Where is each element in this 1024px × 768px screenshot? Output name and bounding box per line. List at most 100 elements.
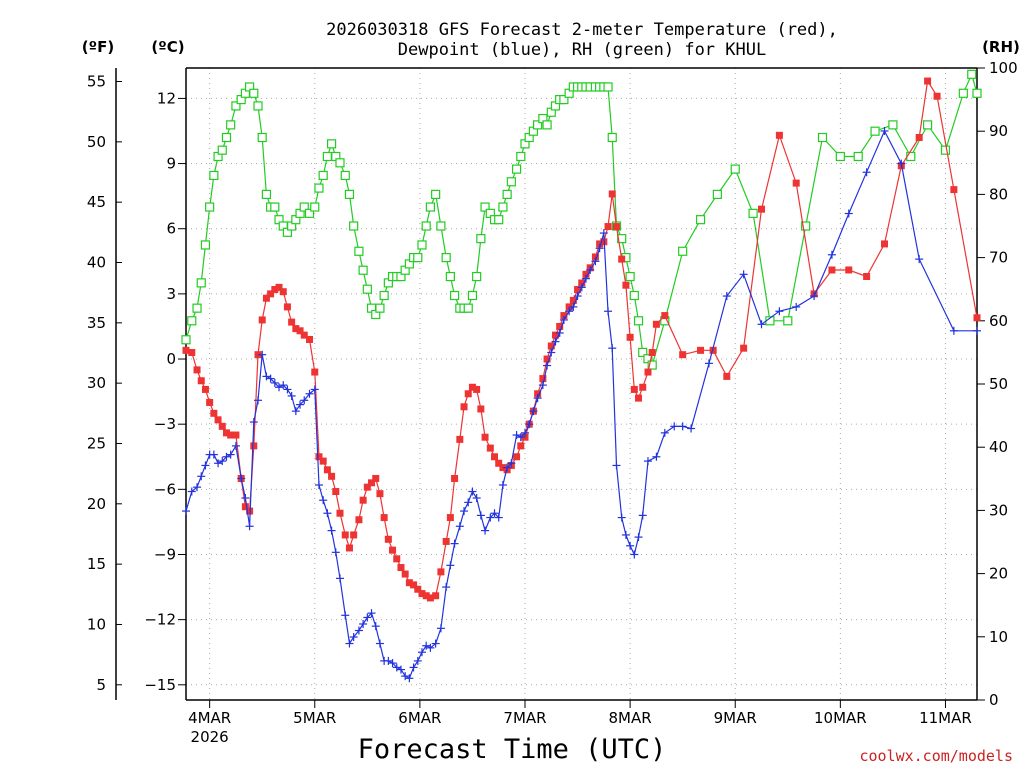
rh-point	[817, 132, 828, 143]
dewpoint-point	[193, 483, 202, 492]
dewpoint-point	[245, 522, 254, 531]
celsius-tick-label: −9	[154, 545, 176, 563]
rh-point	[625, 271, 635, 282]
dewpoint-point	[323, 509, 332, 518]
x-tick-label: 6MAR	[398, 709, 441, 727]
rh-point	[436, 221, 446, 231]
rh-point	[205, 202, 215, 212]
temperature-point	[384, 535, 392, 543]
temperature-point	[300, 331, 308, 339]
dewpoint-point	[422, 641, 431, 650]
temperature-point	[341, 531, 349, 539]
rh-point	[559, 94, 569, 105]
dewpoint-point	[498, 480, 507, 489]
temperature-point	[426, 594, 434, 602]
temperature-point	[188, 349, 196, 357]
rh-tick-label: 40	[989, 438, 1008, 456]
temperature-point	[288, 318, 296, 326]
dewpoint-point	[197, 472, 206, 481]
rh-point	[322, 151, 332, 162]
fahrenheit-tick-label: 40	[87, 253, 106, 271]
dewpoint-point	[201, 461, 210, 470]
dewpoint-point	[503, 463, 512, 472]
rh-point	[449, 290, 460, 301]
temperature-point	[401, 570, 409, 578]
temperature-point	[565, 303, 573, 311]
dewpoint-point	[258, 350, 267, 359]
temperature-point	[292, 325, 300, 333]
temperature-point	[315, 453, 323, 461]
rh-point	[472, 271, 482, 282]
temperature-point	[551, 331, 559, 339]
dewpoint-point	[507, 459, 516, 468]
rh-point	[617, 234, 627, 244]
dewpoint-point	[472, 494, 481, 503]
temperature-point	[246, 507, 254, 515]
x-tick-label: 5MAR	[293, 709, 336, 727]
rh-point	[467, 290, 478, 301]
temperature-point	[697, 346, 705, 354]
dewpoint-point	[182, 507, 190, 516]
temperature-point	[432, 592, 440, 600]
dewpoint-point	[254, 396, 263, 405]
temperature-point	[499, 464, 507, 472]
dewpoint-point	[621, 530, 630, 539]
rh-point	[253, 101, 263, 111]
rh-point	[349, 221, 359, 231]
temperature-point	[271, 286, 279, 294]
dewpoint-point	[626, 541, 635, 550]
rh-point	[906, 151, 916, 162]
temperature-point	[543, 355, 551, 363]
dewpoint-point	[862, 168, 871, 177]
dewpoint-point	[436, 624, 445, 633]
dewpoint-point	[426, 643, 435, 652]
temperature-point	[635, 394, 643, 402]
dewpoint-point	[305, 389, 314, 398]
temperature-point	[350, 531, 358, 539]
temperature-point	[622, 281, 630, 289]
fahrenheit-tick-label: 15	[87, 555, 106, 573]
rh-point	[314, 183, 324, 193]
dewpoint-point	[375, 639, 384, 648]
dewpoint-point	[367, 609, 376, 618]
temperature-point	[442, 537, 450, 545]
dewpoint-point	[363, 613, 372, 622]
dewpoint-point	[241, 494, 250, 503]
rh-point	[730, 164, 740, 174]
dewpoint-point	[349, 633, 358, 642]
dewpoint-point	[660, 428, 669, 437]
rh-point	[209, 170, 219, 181]
dewpoint-point	[464, 498, 473, 507]
dewpoint-point	[335, 574, 344, 583]
rh-point	[498, 202, 508, 212]
rh-point	[888, 120, 898, 130]
temperature-point	[596, 240, 604, 248]
temperature-point	[513, 453, 521, 461]
dewpoint-point	[678, 422, 687, 431]
x-tick-label: 7MAR	[503, 709, 546, 727]
dewpoint-point	[555, 328, 564, 337]
temperature-point	[323, 466, 331, 474]
fahrenheit-tick-label: 55	[87, 73, 106, 91]
x-tick-label: 11MAR	[919, 709, 972, 727]
temperature-point	[792, 179, 800, 187]
temperature-point	[206, 398, 214, 406]
dewpoint-point	[417, 648, 426, 657]
rh-point	[200, 240, 211, 250]
dewpoint-point	[897, 159, 906, 168]
temperature-point	[328, 472, 336, 480]
fahrenheit-tick-label: 35	[87, 314, 106, 332]
rh-point	[187, 316, 197, 326]
temperature-point	[468, 383, 476, 391]
dewpoint-point	[331, 548, 340, 557]
dewpoint-point	[237, 474, 246, 483]
rh-point	[226, 120, 236, 130]
temperature-point	[521, 433, 529, 441]
rh-tick-label: 100	[989, 59, 1018, 77]
dewpoint-point	[431, 639, 440, 648]
temperature-point	[336, 509, 344, 517]
dewpoint-point	[521, 428, 529, 437]
dewpoint-point	[792, 302, 801, 311]
rh-point	[748, 208, 758, 218]
dewpoint-point	[577, 283, 586, 292]
